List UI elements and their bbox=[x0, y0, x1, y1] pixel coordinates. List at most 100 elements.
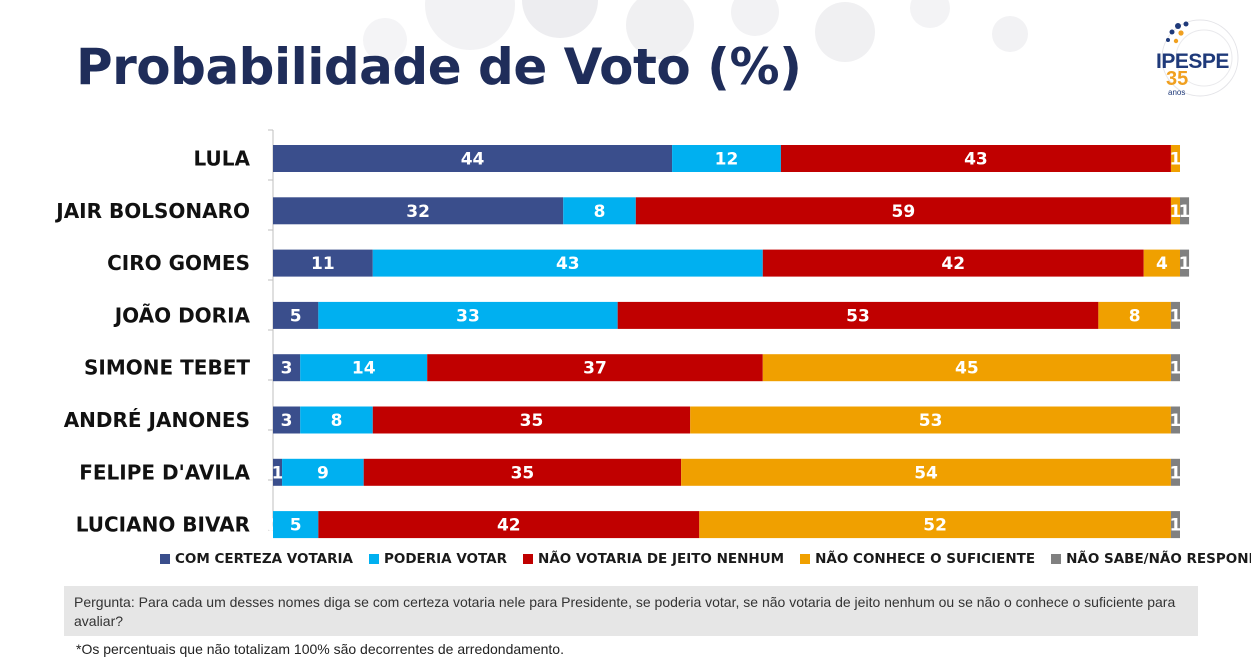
data-label: 4 bbox=[1156, 254, 1168, 274]
category-label: JAIR BOLSONARO bbox=[54, 199, 250, 223]
data-label: 11 bbox=[311, 254, 335, 274]
legend-label: NÃO VOTARIA DE JEITO NENHUM bbox=[538, 551, 785, 567]
bar-segment bbox=[681, 458, 1171, 486]
legend-label: COM CERTEZA VOTARIA bbox=[175, 551, 353, 567]
legend-label: NÃO CONHECE O SUFICIENTE bbox=[815, 551, 1036, 567]
data-label: 12 bbox=[715, 150, 739, 170]
bar-segment bbox=[363, 458, 682, 486]
data-label: 1 bbox=[1170, 150, 1182, 170]
data-label: 1 bbox=[1170, 411, 1182, 431]
data-label: 52 bbox=[923, 516, 947, 536]
logo-years: 35 bbox=[1166, 68, 1189, 90]
legend-item: PODERIA VOTAR bbox=[368, 549, 508, 569]
bar-segment bbox=[690, 406, 1171, 434]
bar-segment bbox=[780, 145, 1171, 172]
data-label: 1 bbox=[272, 463, 284, 483]
data-label: 8 bbox=[594, 202, 606, 222]
bar-segment bbox=[1180, 249, 1190, 277]
data-label: 9 bbox=[317, 463, 329, 483]
bar-segment bbox=[617, 301, 1099, 329]
bar-segment bbox=[563, 197, 636, 225]
data-label: 59 bbox=[892, 202, 916, 222]
bar-segment bbox=[1170, 354, 1180, 382]
legend-item: NÃO VOTARIA DE JEITO NENHUM bbox=[523, 549, 784, 569]
legend-swatch bbox=[1051, 554, 1062, 564]
legend-swatch bbox=[523, 554, 534, 564]
data-label: 5 bbox=[290, 516, 302, 536]
legend-swatch bbox=[368, 554, 379, 564]
bar-segment bbox=[1098, 301, 1171, 329]
data-label: 1 bbox=[1170, 516, 1182, 536]
bar-segment bbox=[273, 249, 373, 277]
data-label: 3 bbox=[281, 411, 293, 431]
data-label: 14 bbox=[352, 359, 376, 379]
data-label: 43 bbox=[556, 254, 580, 274]
bar-segment bbox=[1170, 301, 1180, 329]
legend-label: PODERIA VOTAR bbox=[383, 551, 508, 567]
bar-segment bbox=[273, 301, 319, 329]
bar-segment bbox=[762, 249, 1144, 277]
bar-segment bbox=[300, 354, 428, 382]
data-label: 35 bbox=[520, 411, 544, 431]
logo-anos: anos bbox=[1168, 88, 1186, 97]
data-label: 8 bbox=[1129, 306, 1141, 326]
data-label: 1 bbox=[1170, 463, 1182, 483]
bar-segment bbox=[1180, 197, 1190, 225]
ipespe-logo-graphic bbox=[1161, 19, 1239, 97]
data-label: 1 bbox=[1179, 202, 1191, 222]
data-label: 45 bbox=[955, 359, 979, 379]
bar-segment bbox=[672, 145, 781, 172]
bar-segment bbox=[699, 511, 1171, 539]
data-label: 1 bbox=[1179, 254, 1191, 274]
data-label: 43 bbox=[964, 150, 988, 170]
data-label: 37 bbox=[583, 359, 607, 379]
legend-item: NÃO SABE/NÃO RESPONDEU bbox=[1051, 549, 1251, 569]
bar-segment bbox=[273, 511, 319, 539]
category-label: LUCIANO BIVAR bbox=[76, 513, 250, 537]
data-label: 3 bbox=[281, 359, 293, 379]
chart-legend: COM CERTEZA VOTARIA PODERIA VOTAR NÃO VOTA… bbox=[160, 549, 1251, 569]
question-box: Pergunta: Para cada um desses nomes diga… bbox=[64, 586, 1198, 636]
question-text: Pergunta: Para cada um desses nomes diga… bbox=[74, 594, 1176, 629]
legend-label: NÃO SABE/NÃO RESPONDEU bbox=[1066, 551, 1251, 567]
data-label: 42 bbox=[497, 516, 521, 536]
bar-segment bbox=[1170, 145, 1180, 172]
bar-segment bbox=[273, 406, 301, 434]
bar-segment bbox=[1170, 458, 1180, 486]
legend-item: COM CERTEZA VOTARIA bbox=[160, 549, 353, 569]
bar-segment bbox=[273, 197, 564, 225]
category-label: LULA bbox=[194, 147, 251, 171]
bar-segment bbox=[1170, 197, 1180, 225]
bar-segment bbox=[300, 406, 373, 434]
bar-segment bbox=[318, 511, 700, 539]
data-label: 8 bbox=[331, 411, 343, 431]
data-label: 1 bbox=[1170, 359, 1182, 379]
bar-segment bbox=[273, 145, 673, 172]
category-label: ANDRÉ JANONES bbox=[64, 408, 250, 432]
data-label: 42 bbox=[941, 254, 965, 274]
category-label: JOÃO DORIA bbox=[113, 303, 251, 327]
data-label: 44 bbox=[461, 150, 485, 170]
category-label: FELIPE D'AVILA bbox=[79, 460, 250, 484]
data-label: 1 bbox=[1170, 306, 1182, 326]
data-label: 5 bbox=[290, 306, 302, 326]
logo-name: IPESPE bbox=[1156, 50, 1229, 73]
bar-segment bbox=[1170, 511, 1180, 539]
bar-segment bbox=[427, 354, 763, 382]
data-label: 35 bbox=[511, 463, 535, 483]
bar-segment bbox=[372, 249, 763, 277]
data-label: 32 bbox=[406, 202, 430, 222]
data-label: 53 bbox=[846, 306, 870, 326]
data-label: 54 bbox=[914, 463, 938, 483]
data-label: 33 bbox=[456, 306, 480, 326]
bar-segment bbox=[372, 406, 691, 434]
data-label: 1 bbox=[1170, 202, 1182, 222]
legend-swatch bbox=[800, 554, 811, 564]
bar-segment bbox=[273, 458, 283, 486]
bar-segment bbox=[762, 354, 1171, 382]
bar-segment bbox=[282, 458, 364, 486]
legend-swatch bbox=[160, 554, 170, 564]
category-label: CIRO GOMES bbox=[107, 251, 250, 275]
category-label: SIMONE TEBET bbox=[84, 356, 250, 380]
